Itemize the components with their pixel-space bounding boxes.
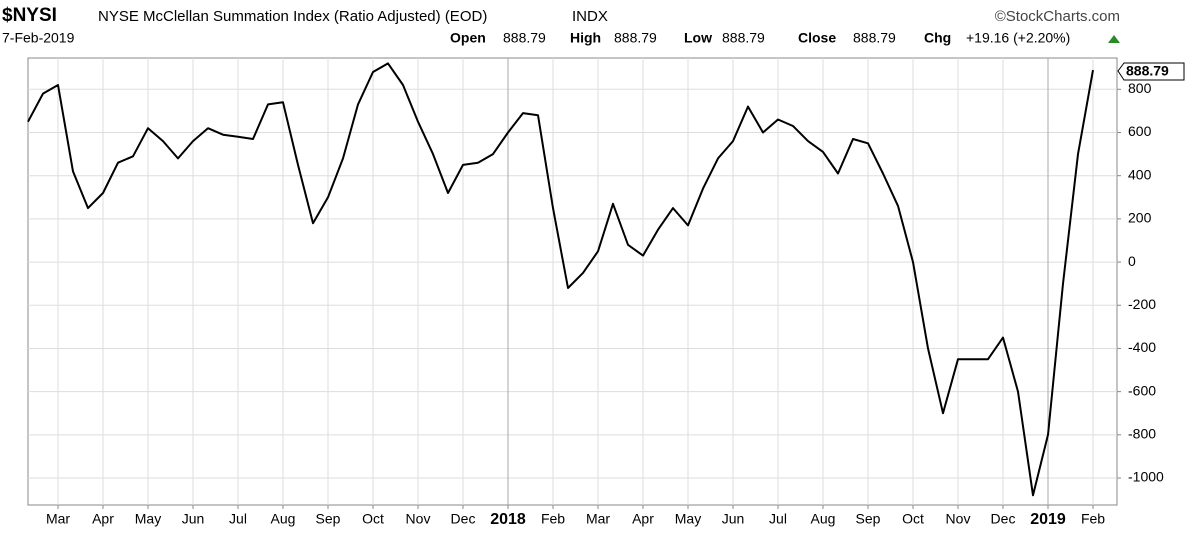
x-tick-label: Oct — [902, 511, 924, 527]
plot-frame — [27, 57, 1118, 506]
x-tick-label: Dec — [451, 511, 476, 527]
y-tick-label: -1000 — [1128, 469, 1164, 485]
x-tick-label: Jun — [182, 511, 205, 527]
x-tick-label: Mar — [46, 511, 70, 527]
chg-value: +19.16 (+2.20%) — [966, 30, 1070, 46]
x-tick-label: Sep — [856, 511, 881, 527]
index-line — [27, 62, 1094, 497]
last-value-frame — [1117, 62, 1185, 81]
x-tick-label: Aug — [811, 511, 836, 527]
x-tick-label: Nov — [946, 511, 971, 527]
x-tick-label: Dec — [991, 511, 1016, 527]
high-label: High — [570, 30, 601, 46]
close-label: Close — [798, 30, 836, 46]
y-tick-label: -800 — [1128, 426, 1156, 442]
y-tick-label: -200 — [1128, 296, 1156, 312]
x-tick-label: Aug — [271, 511, 296, 527]
last-value-box: 888.79 — [1117, 62, 1185, 81]
x-tick-label: 2018 — [490, 511, 526, 528]
x-tick-label: Mar — [586, 511, 610, 527]
index-name: NYSE McClellan Summation Index (Ratio Ad… — [98, 8, 487, 25]
y-tick-label: 0 — [1128, 253, 1136, 269]
open-value: 888.79 — [503, 30, 546, 46]
x-tick-label: May — [675, 511, 701, 527]
close-value: 888.79 — [853, 30, 896, 46]
date: 7-Feb-2019 — [2, 30, 75, 46]
low-value: 888.79 — [722, 30, 765, 46]
x-tick-label: Nov — [406, 511, 431, 527]
last-value-label: 888.79 — [1126, 63, 1169, 79]
x-tick-label: Feb — [541, 511, 565, 527]
x-tick-label: Jul — [229, 511, 247, 527]
low-label: Low — [684, 30, 712, 46]
y-tick-label: -400 — [1128, 339, 1156, 355]
x-tick-label: Feb — [1081, 511, 1105, 527]
chg-label: Chg — [924, 30, 951, 46]
y-tick-label: 600 — [1128, 123, 1152, 139]
x-tick-label: Apr — [632, 511, 654, 527]
x-tick-label: 2019 — [1030, 511, 1066, 528]
x-tick-label: May — [135, 511, 161, 527]
y-tick-label: -600 — [1128, 382, 1156, 398]
x-tick-label: Oct — [362, 511, 384, 527]
symbol: $NYSI — [2, 5, 57, 26]
x-tick-label: Jul — [769, 511, 787, 527]
exchange: INDX — [572, 8, 608, 25]
up-arrow — [1108, 35, 1120, 43]
x-tick-label: Sep — [316, 511, 341, 527]
y-tick-label: 800 — [1128, 80, 1152, 96]
open-label: Open — [450, 30, 486, 46]
y-tick-label: 400 — [1128, 166, 1152, 182]
x-tick-label: Apr — [92, 511, 114, 527]
x-tick-label: Jun — [722, 511, 745, 527]
source: ©StockCharts.com — [995, 8, 1120, 25]
y-tick-label: 200 — [1128, 210, 1152, 226]
high-value: 888.79 — [614, 30, 657, 46]
